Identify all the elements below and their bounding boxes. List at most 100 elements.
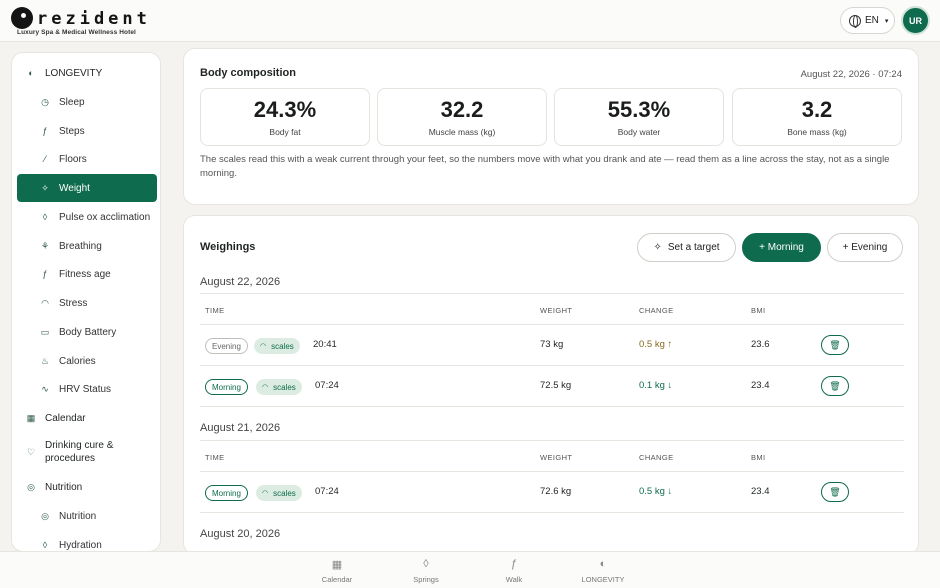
- source-badge: ◠ scales: [256, 379, 302, 395]
- metric-muscle-mass: 32.2 Muscle mass (kg): [377, 88, 547, 146]
- sidebar-item-label: Calendar: [45, 412, 86, 424]
- card-title: Body composition: [200, 67, 296, 79]
- sidebar-item-stress[interactable]: ◠ Stress: [17, 289, 157, 317]
- sidebar-item-longevity[interactable]: ◐ LONGEVITY: [17, 59, 157, 87]
- nav-calendar[interactable]: ▦ Calendar: [297, 558, 377, 584]
- target-icon: ◎: [41, 510, 49, 521]
- nav-walk[interactable]: ƒ Walk: [474, 558, 554, 584]
- scale-icon: ◠: [262, 490, 269, 497]
- table-row: Morning ◠ scales 07:24 72.5 kg 0.1 kg ↓ …: [200, 366, 904, 407]
- gauge-icon: ◠: [41, 297, 49, 308]
- day-heading: August 20, 2026: [200, 528, 281, 540]
- delete-button[interactable]: 🗑: [821, 335, 849, 355]
- button-label: Set a target: [667, 242, 720, 253]
- nav-springs[interactable]: ◊ Springs: [386, 558, 466, 584]
- sidebar-item-nutrition-group[interactable]: ◎ Nutrition: [17, 473, 157, 501]
- metric-value: 32.2: [440, 97, 484, 122]
- row-bmi: 23.4: [751, 486, 770, 497]
- row-time: 07:24: [315, 486, 339, 497]
- longevity-icon: ◐: [599, 558, 607, 570]
- sidebar-item-nutrition[interactable]: ◎ Nutrition: [17, 502, 157, 530]
- sidebar-item-calories[interactable]: ♨ Calories: [17, 347, 157, 375]
- battery-icon: ▭: [40, 326, 50, 337]
- sidebar-item-sleep[interactable]: ◷ Sleep: [17, 88, 157, 116]
- add-morning-button[interactable]: + Morning: [742, 233, 821, 262]
- add-evening-button[interactable]: + Evening: [827, 233, 903, 262]
- sidebar-item-steps[interactable]: ƒ Steps: [17, 117, 157, 145]
- sidebar-item-label: Body Battery: [59, 326, 117, 338]
- nav-longevity[interactable]: ◐ LONGEVITY: [563, 558, 643, 584]
- droplet-icon: ◊: [423, 558, 429, 570]
- sidebar-item-drinking-cure[interactable]: ♡ Drinking cure & procedures: [17, 436, 157, 468]
- slot-badge: Morning: [205, 485, 248, 501]
- table-header: TIME WEIGHT CHANGE BMI: [200, 293, 904, 325]
- card-title: Weighings: [200, 241, 256, 253]
- sidebar-item-fitness-age[interactable]: ƒ Fitness age: [17, 260, 157, 288]
- row-change: 0.5 kg ↓: [639, 486, 673, 497]
- sidebar-item-floors[interactable]: ⁄ Floors: [17, 145, 157, 173]
- sidebar-item-hydration[interactable]: ◊ Hydration: [17, 531, 157, 551]
- sidebar-item-label: Calories: [59, 355, 96, 367]
- globe-icon: [849, 14, 861, 28]
- clock-icon: ◷: [41, 96, 49, 107]
- source-label: scales: [273, 488, 296, 498]
- table-header: TIME WEIGHT CHANGE BMI: [200, 440, 904, 472]
- weighings-card: Weighings ✧ Set a target + Morning + Eve…: [183, 215, 919, 555]
- delete-button[interactable]: 🗑: [821, 376, 849, 396]
- pulse-icon: ∿: [41, 383, 49, 394]
- lungs-icon: ⚘: [40, 240, 50, 251]
- column-weight: WEIGHT: [540, 306, 573, 315]
- top-bar: rezident Luxury Spa & Medical Wellness H…: [0, 0, 940, 42]
- row-weight: 72.6 kg: [540, 486, 572, 497]
- column-time: TIME: [205, 453, 225, 462]
- column-time: TIME: [205, 306, 225, 315]
- delete-button[interactable]: 🗑: [821, 482, 849, 502]
- row-weight: 73 kg: [540, 339, 564, 350]
- metric-label: Bone mass (kg): [787, 127, 847, 137]
- row-bmi: 23.6: [751, 339, 770, 350]
- row-change: 0.5 kg ↑: [639, 339, 673, 350]
- sidebar-item-label: Hydration: [59, 539, 102, 551]
- nav-label: LONGEVITY: [581, 575, 625, 584]
- sidebar-item-pulse-ox[interactable]: ◊ Pulse ox acclimation: [17, 203, 157, 231]
- sparkle-icon: ✧: [41, 182, 49, 193]
- sidebar-item-label: HRV Status: [59, 383, 112, 395]
- walking-icon: ƒ: [510, 558, 518, 570]
- sidebar-item-breathing[interactable]: ⚘ Breathing: [17, 232, 157, 260]
- sidebar-item-body-battery[interactable]: ▭ Body Battery: [17, 318, 157, 346]
- metric-value: 55.3%: [607, 97, 671, 122]
- logo-mark-icon: [11, 7, 33, 29]
- sidebar-item-weight[interactable]: ✧ Weight: [17, 174, 157, 202]
- sidebar-item-calendar[interactable]: ▦ Calendar: [17, 404, 157, 432]
- trash-icon: 🗑: [829, 486, 841, 497]
- sidebar-item-hrv-status[interactable]: ∿ HRV Status: [17, 375, 157, 403]
- nav-label: Calendar: [321, 575, 353, 584]
- sidebar-item-label: Sleep: [59, 96, 85, 108]
- flame-icon: ♨: [40, 355, 50, 366]
- source-badge: ◠ scales: [256, 485, 302, 501]
- user-avatar[interactable]: UR: [901, 6, 930, 35]
- sidebar-item-label: Drinking cure & procedures: [45, 440, 114, 464]
- sidebar-item-label: Pulse ox acclimation: [59, 211, 151, 223]
- set-target-button[interactable]: ✧ Set a target: [637, 233, 736, 262]
- source-label: scales: [271, 341, 294, 351]
- brand-tagline: Luxury Spa & Medical Wellness Hotel: [17, 29, 136, 36]
- longevity-icon: ◐: [28, 68, 34, 78]
- language-selector[interactable]: EN ▾: [840, 7, 895, 34]
- row-time: 07:24: [315, 380, 339, 391]
- chevron-down-icon: ▾: [884, 17, 889, 25]
- row-bmi: 23.4: [751, 380, 770, 391]
- body-composition-card: Body composition August 22, 2026 · 07:24…: [183, 48, 919, 205]
- day-heading: August 21, 2026: [200, 422, 281, 434]
- metric-label: Body fat: [269, 127, 301, 137]
- metric-label: Muscle mass (kg): [428, 127, 496, 137]
- bottom-navigation: ▦ Calendar ◊ Springs ƒ Walk ◐ LONGEVITY: [0, 551, 940, 588]
- sidebar-item-label: Fitness age: [59, 268, 111, 280]
- sidebar-item-label: Stress: [59, 297, 88, 309]
- column-weight: WEIGHT: [540, 453, 573, 462]
- sidebar-item-label: Floors: [59, 153, 87, 165]
- source-badge: ◠ scales: [254, 338, 300, 354]
- metric-value: 3.2: [801, 97, 833, 122]
- sidebar-item-label: Steps: [59, 125, 85, 137]
- brand-logo[interactable]: rezident Luxury Spa & Medical Wellness H…: [11, 7, 156, 37]
